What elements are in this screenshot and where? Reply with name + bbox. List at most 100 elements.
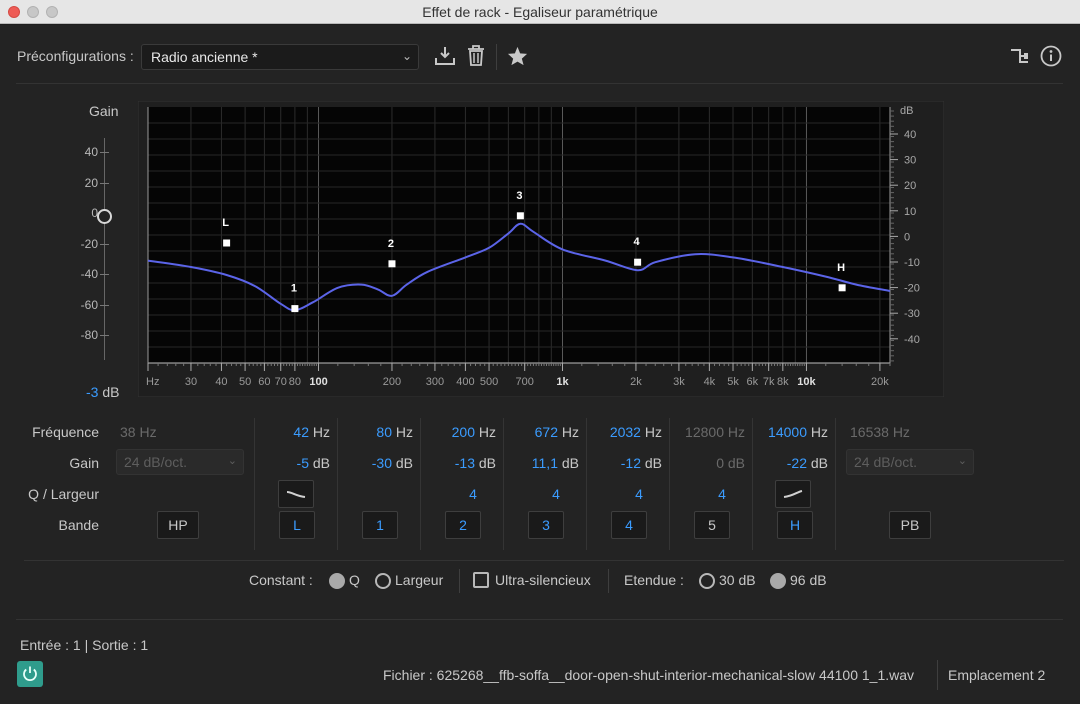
star-icon[interactable] <box>507 46 528 69</box>
close-window-button[interactable] <box>8 6 20 18</box>
right-tick-label: 40 <box>904 129 916 141</box>
band-4-gain[interactable]: -12 dB <box>620 455 662 471</box>
band-2-gain[interactable]: -13 dB <box>454 455 496 471</box>
band-button-1[interactable]: 1 <box>362 511 398 539</box>
gain-slider-track[interactable] <box>104 138 105 360</box>
slot-label: Emplacement 2 <box>948 667 1046 683</box>
band-button-3[interactable]: 3 <box>528 511 564 539</box>
hp-frequency: 38 Hz <box>120 424 157 440</box>
band-3-frequency[interactable]: 672 Hz <box>534 424 579 440</box>
x-tick-label: 400 <box>456 376 474 388</box>
right-tick-label: -20 <box>904 283 920 295</box>
x-tick-label: 4k <box>704 376 716 388</box>
gain-slider-knob[interactable] <box>97 209 112 224</box>
band-L-gain[interactable]: -5 dB <box>296 455 330 471</box>
band-3-q[interactable]: 4 <box>635 486 643 502</box>
ultra-quiet-checkbox[interactable] <box>473 572 489 588</box>
band-button-H[interactable]: H <box>777 511 813 539</box>
presets-label: Préconfigurations : <box>17 48 134 64</box>
band-H-gain[interactable]: -22 dB <box>786 455 828 471</box>
band-L-frequency[interactable]: 42 Hz <box>293 424 330 440</box>
chevron-down-icon: ⌄ <box>227 455 237 467</box>
x-tick-label: 50 <box>239 376 251 388</box>
hp-slope-dropdown: 24 dB/oct. ⌄ <box>116 449 244 475</box>
x-tick-label: 40 <box>215 376 227 388</box>
right-tick-label: 10 <box>904 206 916 218</box>
file-name: Fichier : 625268__ffb-soffa__door-open-s… <box>383 667 915 683</box>
preset-dropdown[interactable]: Radio ancienne * ⌄ <box>141 44 419 70</box>
right-tick-label: 0 <box>904 231 910 243</box>
zoom-window-button[interactable] <box>46 6 58 18</box>
gain-tick <box>100 335 109 336</box>
x-tick-label: 30 <box>185 376 197 388</box>
band-1-gain[interactable]: -30 dB <box>371 455 413 471</box>
range-30db-radio[interactable] <box>699 573 715 589</box>
eq-graph[interactable]: Hz 30 40 50 60 70 80 100 200 300 400 500 700 1k 2k 3k 4k… <box>138 101 944 397</box>
band-handle-1[interactable] <box>291 305 299 313</box>
power-button[interactable] <box>17 661 43 687</box>
x-tick-label: 5k <box>727 376 739 388</box>
band-handle-H[interactable] <box>838 284 846 292</box>
band-2-q[interactable]: 4 <box>552 486 560 502</box>
io-channels: Entrée : 1 | Sortie : 1 <box>20 637 149 653</box>
gain-value-unit: dB <box>102 384 120 400</box>
band-column-divider <box>669 418 670 550</box>
x-tick-label: 7k <box>763 376 775 388</box>
power-icon <box>23 666 37 681</box>
x-tick-label: 2k <box>630 376 642 388</box>
band-1-q[interactable]: 4 <box>469 486 477 502</box>
gain-tick-label: 20 <box>84 175 98 190</box>
band-button-2[interactable]: 2 <box>445 511 481 539</box>
band-column-divider <box>420 418 421 550</box>
constant-label: Constant : <box>249 572 313 588</box>
constant-q-radio[interactable] <box>329 573 345 589</box>
info-icon[interactable] <box>1040 45 1062 70</box>
band-5-frequency[interactable]: 12800 Hz <box>685 424 745 440</box>
constant-width-label: Largeur <box>395 572 444 588</box>
band-4-q[interactable]: 4 <box>718 486 726 502</box>
low-shelf-shape-button[interactable] <box>278 480 314 508</box>
band-button-L[interactable]: L <box>279 511 315 539</box>
band-handle-4[interactable] <box>634 258 642 266</box>
band-column-divider <box>503 418 504 550</box>
row-label-band: Bande <box>58 517 99 533</box>
band-button-hp[interactable]: HP <box>157 511 199 539</box>
download-icon[interactable] <box>434 46 456 69</box>
band-handle-L[interactable] <box>223 239 231 247</box>
band-button-4[interactable]: 4 <box>611 511 647 539</box>
gain-tick <box>100 182 109 184</box>
band-H-frequency[interactable]: 14000 Hz <box>768 424 828 440</box>
right-tick-label: -40 <box>904 334 920 346</box>
toolbar-divider <box>496 44 497 70</box>
trash-icon[interactable] <box>467 45 485 70</box>
footer-divider <box>937 660 938 690</box>
preset-value: Radio ancienne * <box>151 49 258 65</box>
right-tick-label: 20 <box>904 180 916 192</box>
constant-width-radio[interactable] <box>375 573 391 589</box>
band-5-gain[interactable]: 0 dB <box>716 455 745 471</box>
band-column-divider <box>835 418 836 550</box>
band-button-lp[interactable]: PB <box>889 511 931 539</box>
right-tick-label: -10 <box>904 257 920 269</box>
band-2-frequency[interactable]: 200 Hz <box>451 424 496 440</box>
options-divider <box>459 569 460 593</box>
range-96db-radio[interactable] <box>770 573 786 589</box>
x-tick-label: 10k <box>797 376 816 388</box>
minimize-window-button[interactable] <box>27 6 39 18</box>
band-3-gain[interactable]: 11,1 dB <box>531 455 579 471</box>
band-1-frequency[interactable]: 80 Hz <box>376 424 413 440</box>
x-tick-label: 8k <box>777 376 789 388</box>
band-handle-label: 2 <box>388 238 394 250</box>
gain-tick-label: -80 <box>80 328 98 342</box>
band-4-frequency[interactable]: 2032 Hz <box>609 424 662 440</box>
gain-tick-label: -20 <box>80 236 98 251</box>
band-handle-3[interactable] <box>516 212 524 220</box>
routing-icon[interactable] <box>1010 47 1030 68</box>
band-column-divider <box>586 418 587 550</box>
band-handle-2[interactable] <box>388 260 396 268</box>
band-button-5[interactable]: 5 <box>694 511 730 539</box>
chevron-down-icon: ⌄ <box>957 455 967 467</box>
high-shelf-shape-button[interactable] <box>775 480 811 508</box>
constant-q-label: Q <box>349 572 360 588</box>
gain-slider-value[interactable]: -3 dB <box>86 384 119 400</box>
